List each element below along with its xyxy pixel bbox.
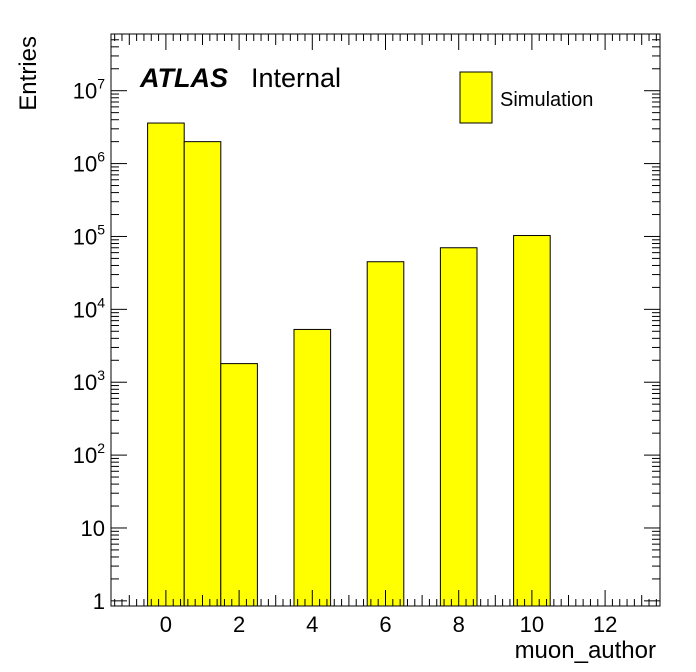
bar xyxy=(439,247,478,607)
y-tick-label: 1 xyxy=(93,589,105,614)
x-tick-label: 10 xyxy=(520,612,544,637)
bar xyxy=(293,328,332,607)
atlas-label: ATLAS xyxy=(139,63,228,93)
bars xyxy=(147,122,551,607)
y-axis-title: Entries xyxy=(15,36,42,111)
y-tick-label: 107 xyxy=(73,76,105,104)
legend-swatch xyxy=(459,71,493,124)
atlas-status-label: Internal xyxy=(251,63,341,93)
legend-label: Simulation xyxy=(500,89,593,111)
x-tick-label: 6 xyxy=(379,612,391,637)
axis-ticks xyxy=(111,33,660,606)
y-tick-label: 103 xyxy=(73,367,105,395)
bar xyxy=(147,122,185,607)
x-axis-title: muon_author xyxy=(515,637,656,664)
x-tick-label: 2 xyxy=(233,612,245,637)
legend: Simulation xyxy=(459,71,593,124)
bar xyxy=(220,363,258,607)
y-tick-label: 102 xyxy=(73,440,105,468)
y-tick-labels: 1 10 102 103 104 105 106 107 xyxy=(73,76,105,614)
y-tick-label: 106 xyxy=(73,149,105,177)
y-tick-label: 105 xyxy=(73,221,105,249)
bar xyxy=(513,235,551,607)
y-tick-label: 104 xyxy=(73,294,105,322)
x-tick-labels: 0 2 4 6 8 10 12 xyxy=(160,612,618,637)
x-tick-label: 12 xyxy=(593,612,617,637)
x-tick-label: 0 xyxy=(160,612,172,637)
x-tick-label: 8 xyxy=(453,612,465,637)
bar xyxy=(183,141,222,607)
y-tick-label: 10 xyxy=(81,516,105,541)
bar xyxy=(366,261,405,607)
x-tick-label: 4 xyxy=(306,612,318,637)
